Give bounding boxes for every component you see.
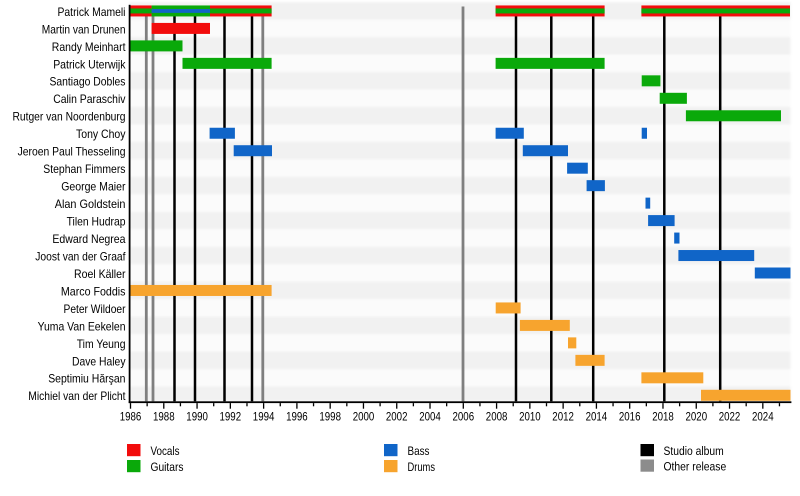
svg-text:Yuma Van Eekelen: Yuma Van Eekelen: [38, 320, 126, 333]
svg-text:Other release: Other release: [664, 460, 727, 474]
svg-text:1992: 1992: [220, 410, 242, 423]
svg-text:2010: 2010: [519, 410, 541, 423]
svg-text:2018: 2018: [652, 410, 674, 423]
svg-text:Tony Choy: Tony Choy: [76, 128, 126, 141]
svg-text:Guitars: Guitars: [151, 460, 184, 474]
svg-text:2022: 2022: [719, 410, 741, 423]
svg-text:Calin Paraschiv: Calin Paraschiv: [53, 93, 125, 106]
svg-text:Randy Meinhart: Randy Meinhart: [52, 41, 126, 54]
svg-text:Santiago Dobles: Santiago Dobles: [50, 76, 126, 89]
svg-text:2006: 2006: [453, 410, 475, 423]
svg-text:Roel Käller: Roel Käller: [74, 268, 126, 281]
svg-text:2024: 2024: [752, 410, 774, 423]
svg-text:Tim Yeung: Tim Yeung: [77, 338, 126, 351]
svg-text:1988: 1988: [153, 410, 175, 423]
svg-text:2012: 2012: [552, 410, 574, 423]
svg-text:Dave Haley: Dave Haley: [72, 355, 126, 368]
svg-text:Stephan Fimmers: Stephan Fimmers: [43, 163, 125, 176]
svg-text:Michiel van der Plicht: Michiel van der Plicht: [28, 390, 126, 403]
svg-text:Studio album: Studio album: [664, 444, 724, 458]
svg-text:Patrick Uterwijk: Patrick Uterwijk: [53, 58, 125, 71]
svg-text:2004: 2004: [419, 410, 441, 423]
svg-text:2008: 2008: [486, 410, 508, 423]
svg-text:Vocals: Vocals: [151, 444, 180, 458]
svg-text:1990: 1990: [186, 410, 208, 423]
svg-text:Bass: Bass: [408, 444, 430, 458]
svg-text:2000: 2000: [353, 410, 375, 423]
svg-text:Septimiu Hărşan: Septimiu Hărşan: [48, 373, 125, 386]
svg-text:2016: 2016: [619, 410, 641, 423]
svg-text:Patrick Mameli: Patrick Mameli: [58, 6, 126, 19]
svg-text:Jeroen Paul Thesseling: Jeroen Paul Thesseling: [18, 146, 126, 159]
svg-text:George Maier: George Maier: [61, 181, 125, 194]
svg-text:Edward Negrea: Edward Negrea: [52, 233, 126, 246]
svg-text:1998: 1998: [319, 410, 341, 423]
svg-text:Tilen Hudrap: Tilen Hudrap: [67, 215, 126, 228]
svg-text:1986: 1986: [120, 410, 142, 423]
svg-text:Rutger van Noordenburg: Rutger van Noordenburg: [13, 111, 126, 124]
svg-text:Drums: Drums: [408, 460, 436, 474]
svg-text:1994: 1994: [253, 410, 275, 423]
svg-text:Peter Wildoer: Peter Wildoer: [64, 303, 126, 316]
svg-text:Alan Goldstein: Alan Goldstein: [55, 198, 126, 211]
svg-text:Martin van Drunen: Martin van Drunen: [42, 23, 126, 36]
svg-text:2002: 2002: [386, 410, 408, 423]
svg-text:Marco Foddis: Marco Foddis: [61, 285, 126, 298]
svg-text:Joost van der Graaf: Joost van der Graaf: [35, 250, 126, 263]
svg-text:2020: 2020: [686, 410, 708, 423]
svg-text:1996: 1996: [286, 410, 308, 423]
svg-text:2014: 2014: [586, 410, 608, 423]
